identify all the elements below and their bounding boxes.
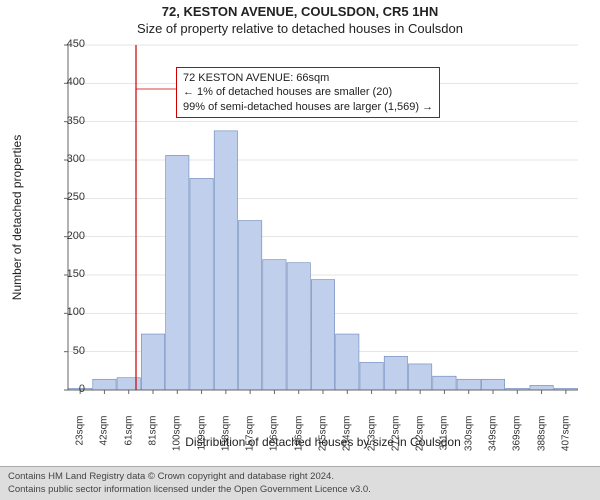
histogram-bar	[457, 379, 480, 390]
y-tick-label: 250	[55, 191, 85, 203]
footer-line2: Contains public sector information licen…	[8, 484, 592, 496]
histogram-bar	[166, 155, 189, 390]
histogram-bar	[481, 379, 504, 390]
histogram-bar	[141, 334, 164, 390]
histogram-bar	[360, 362, 383, 390]
histogram-bar	[336, 334, 359, 390]
histogram-bar	[384, 356, 407, 390]
y-tick-label: 50	[55, 345, 85, 357]
footer-attribution: Contains HM Land Registry data © Crown c…	[0, 466, 600, 500]
y-tick-label: 450	[55, 38, 85, 50]
y-axis-label: Number of detached properties	[10, 45, 26, 390]
histogram-bar	[287, 263, 310, 390]
footer-line1: Contains HM Land Registry data © Crown c…	[8, 471, 592, 483]
property-annotation-box: 72 KESTON AVENUE: 66sqm ← 1% of detached…	[176, 67, 440, 118]
histogram-bar	[263, 260, 286, 390]
x-axis-label: Distribution of detached houses by size …	[68, 435, 578, 449]
chart-title-address: 72, KESTON AVENUE, COULSDON, CR5 1HN	[0, 0, 600, 19]
y-tick-label: 200	[55, 230, 85, 242]
histogram-bar	[530, 385, 553, 390]
histogram-bar	[433, 376, 456, 390]
histogram-bar	[214, 131, 237, 390]
histogram-bar	[408, 364, 431, 390]
y-tick-label: 350	[55, 115, 85, 127]
y-tick-label: 150	[55, 268, 85, 280]
annotation-line2: ← 1% of detached houses are smaller (20)	[183, 85, 433, 99]
histogram-bar	[117, 378, 140, 390]
y-tick-label: 0	[55, 383, 85, 395]
annotation-line1: 72 KESTON AVENUE: 66sqm	[183, 71, 433, 85]
histogram-bar	[311, 280, 334, 390]
y-tick-label: 400	[55, 76, 85, 88]
annotation-line3: 99% of semi-detached houses are larger (…	[183, 100, 433, 114]
chart-title-subtitle: Size of property relative to detached ho…	[0, 19, 600, 36]
histogram-bar	[93, 379, 116, 390]
y-tick-label: 100	[55, 306, 85, 318]
y-tick-label: 300	[55, 153, 85, 165]
histogram-bar	[238, 221, 261, 390]
histogram-bar	[190, 178, 213, 390]
